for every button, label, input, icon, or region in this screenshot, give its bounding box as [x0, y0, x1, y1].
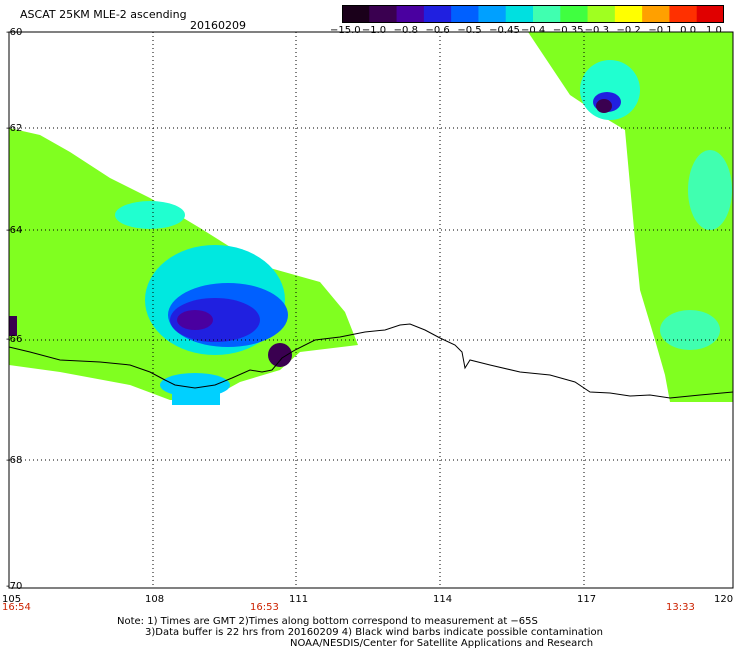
colorbar-swatch [423, 5, 452, 22]
colorbar-swatch [669, 5, 698, 22]
lon-tick-label: 105 [2, 594, 22, 605]
note-line-1: Note: 1) Times are GMT 2)Times along bot… [117, 616, 538, 627]
colorbar-swatch [369, 5, 398, 22]
note-line-2: 3)Data buffer is 22 hrs from 20160209 4)… [145, 627, 603, 638]
map-title: ASCAT 25KM MLE-2 ascending [20, 8, 187, 21]
colorbar-tick-label: −15.0 [330, 25, 361, 36]
lat-tick-label: -62 [6, 123, 23, 134]
colorbar-tick-label: 1.0 [706, 25, 722, 36]
colorbar [342, 5, 724, 23]
blue-core [170, 298, 260, 342]
swath-tail [172, 393, 220, 405]
lat-tick-label: -66 [6, 334, 23, 345]
colorbar-frame [342, 5, 724, 23]
lon-tick-label: 111 [289, 594, 309, 605]
cyan-region [660, 310, 720, 350]
map-date: 20160209 [190, 19, 246, 32]
colorbar-swatch [505, 5, 534, 22]
colorbar-swatch [642, 5, 670, 22]
wind-field-swaths [9, 32, 733, 405]
colorbar-tick-label: −0.2 [616, 25, 641, 36]
plot-frame [8, 31, 734, 589]
colorbar-tick-label: −0.6 [425, 25, 450, 36]
colorbar-swatch [396, 5, 425, 22]
colorbar-swatch [696, 5, 724, 22]
grid [9, 32, 733, 588]
colorbar-swatch [342, 5, 370, 22]
colorbar-tick-label: −1.0 [361, 25, 387, 36]
purple-core [596, 99, 612, 113]
colorbar-tick-label: −0.8 [393, 25, 418, 36]
lat-tick-label: -60 [6, 27, 23, 38]
lon-tick-label: 120 [714, 594, 734, 605]
note-line-3: NOAA/NESDIS/Center for Satellite Applica… [290, 638, 594, 649]
colorbar-swatch [560, 5, 589, 22]
lat-tick-label: -68 [6, 455, 23, 466]
colorbar-tick-label: −0.45 [489, 25, 520, 36]
coastline [8, 323, 734, 399]
lon-tick-label: 114 [433, 594, 453, 605]
colorbar-tick-label: −0.4 [521, 25, 546, 36]
lat-tick-label: -64 [6, 225, 23, 236]
dark-edge [9, 316, 17, 336]
lon-tick-label: 108 [145, 594, 165, 605]
colorbar-tick-label: −0.35 [552, 25, 584, 36]
colorbar-swatch [451, 5, 479, 22]
colorbar-swatch [478, 5, 507, 22]
cyan-region [688, 150, 732, 230]
colorbar-swatch [614, 5, 643, 22]
time-label-left: 16:54 [2, 602, 31, 613]
right-swath [528, 32, 733, 402]
colorbar-tick-label: −0.5 [457, 25, 482, 36]
colorbar-swatch [587, 5, 616, 22]
time-label-middle: 16:53 [250, 602, 279, 613]
lon-tick-label: 117 [577, 594, 597, 605]
purple-core [177, 310, 213, 330]
colorbar-swatch [533, 5, 561, 22]
time-label-right: 13:33 [666, 602, 695, 613]
cyan-region [115, 201, 185, 229]
colorbar-tick-label: 0.0 [680, 25, 697, 36]
colorbar-tick-label: −0.1 [648, 25, 673, 36]
cyan-region [160, 373, 230, 397]
purple-core [268, 343, 292, 367]
colorbar-tick-label: −0.3 [584, 25, 609, 36]
lat-tick-label: -70 [6, 581, 23, 592]
